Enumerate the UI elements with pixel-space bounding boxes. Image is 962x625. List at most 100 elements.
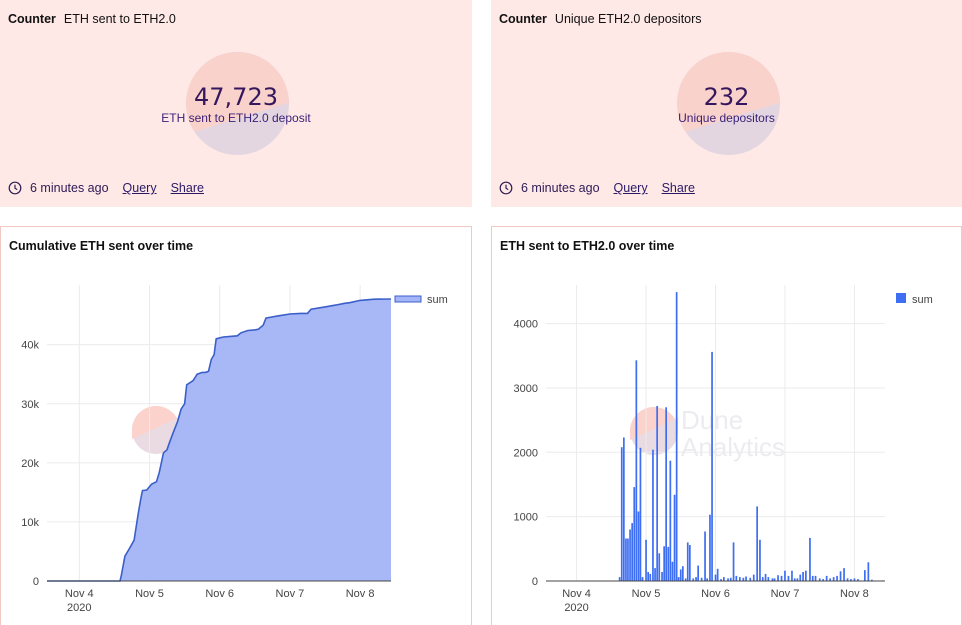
counter-title: Counter ETH sent to ETH2.0 — [8, 12, 176, 26]
series-line-sum — [47, 298, 392, 582]
bar — [684, 578, 687, 581]
bar — [637, 511, 640, 581]
bar — [645, 539, 647, 581]
bar — [822, 579, 824, 581]
bar — [809, 537, 811, 581]
bar — [675, 292, 678, 581]
bar — [871, 579, 873, 581]
counter-kind-label: Counter — [8, 12, 56, 26]
legend-label: sum — [427, 294, 448, 306]
bar — [720, 579, 722, 581]
y-tick-label: 30k — [21, 399, 39, 411]
bar — [793, 578, 796, 581]
counter-value: 232 — [703, 83, 750, 111]
counter-label: ETH sent to ETH2.0 deposit — [161, 111, 311, 125]
dune-logo-icon — [677, 52, 780, 155]
bar — [692, 578, 695, 581]
chart-card-cumulative: Cumulative ETH sent over time Dune Analy… — [0, 226, 472, 625]
x-tick-label: Nov 5 — [135, 588, 164, 600]
bar — [623, 437, 625, 581]
bar — [635, 360, 638, 581]
counter-label: Unique depositors — [678, 111, 775, 125]
bar — [633, 487, 636, 581]
bar — [716, 568, 719, 581]
bar — [756, 506, 758, 581]
share-link[interactable]: Share — [661, 181, 695, 195]
bar — [649, 573, 652, 581]
bar — [780, 575, 783, 581]
bar — [857, 579, 859, 581]
counter-display: 47,723 ETH sent to ETH2.0 deposit — [0, 84, 472, 125]
watermark-line2: Analytics — [681, 432, 785, 462]
counter-title: Counter Unique ETH2.0 depositors — [499, 12, 702, 26]
bar — [689, 545, 691, 581]
bar — [679, 569, 682, 581]
legend-label: sum — [912, 294, 933, 306]
y-tick-label: 0 — [33, 576, 39, 588]
counter-card-unique-depositors: Counter Unique ETH2.0 depositors 232 Uniq… — [491, 0, 962, 207]
bar — [853, 578, 856, 581]
card-footer: 6 minutes ago Query Share — [499, 181, 709, 195]
x-tick-label: Nov 4 — [65, 588, 94, 600]
bar — [661, 572, 663, 581]
bar — [686, 542, 689, 581]
bar — [620, 447, 623, 581]
bar — [802, 572, 804, 581]
counter-title-text: Unique ETH2.0 depositors — [554, 12, 702, 26]
bar — [639, 447, 642, 581]
bar — [829, 578, 831, 581]
share-link[interactable]: Share — [170, 181, 204, 195]
bar — [729, 577, 732, 581]
bar — [742, 577, 745, 581]
y-tick-label: 2000 — [514, 447, 538, 459]
bar — [627, 538, 629, 581]
bar — [631, 523, 633, 581]
bar — [641, 577, 644, 581]
dune-logo-icon — [186, 52, 289, 155]
chart-card-daily: ETH sent to ETH2.0 over time Dune Analyt… — [491, 226, 962, 625]
query-link[interactable]: Query — [613, 181, 648, 195]
bar — [629, 529, 631, 581]
bar — [663, 546, 665, 581]
bar — [749, 577, 752, 581]
bar — [697, 565, 699, 581]
bar — [695, 577, 697, 581]
bar — [656, 406, 658, 581]
bar — [799, 574, 802, 581]
bar — [767, 577, 770, 581]
y-tick-label: 10k — [21, 517, 39, 529]
bar — [682, 566, 684, 581]
x-tick-label: Nov 7 — [771, 588, 800, 600]
bar — [843, 568, 845, 581]
bar — [700, 577, 703, 581]
x-tick-label: Nov 5 — [632, 588, 661, 600]
chart-title: ETH sent to ETH2.0 over time — [500, 239, 675, 253]
bar — [711, 351, 713, 581]
bar — [625, 538, 627, 581]
bar — [647, 572, 649, 581]
bar — [714, 574, 717, 581]
last-updated-time: 6 minutes ago — [30, 181, 109, 195]
y-tick-label: 4000 — [514, 319, 538, 331]
x-tick-label: Nov 4 — [562, 588, 591, 600]
bar — [618, 577, 621, 581]
bar — [658, 553, 661, 581]
bar — [677, 577, 680, 581]
counter-kind-label: Counter — [499, 12, 547, 26]
bar — [791, 570, 793, 581]
chart-title: Cumulative ETH sent over time — [9, 239, 194, 253]
clock-icon — [499, 181, 513, 195]
bar — [752, 574, 755, 581]
bar — [796, 578, 799, 581]
query-link[interactable]: Query — [122, 181, 157, 195]
bar — [745, 576, 747, 581]
bar — [784, 570, 786, 581]
y-tick-label: 40k — [21, 340, 39, 352]
y-tick-label: 0 — [532, 576, 538, 588]
bar — [727, 578, 729, 581]
x-tick-label: Nov 8 — [346, 588, 375, 600]
counter-display: 232 Unique depositors — [491, 84, 962, 125]
bar — [771, 578, 774, 581]
